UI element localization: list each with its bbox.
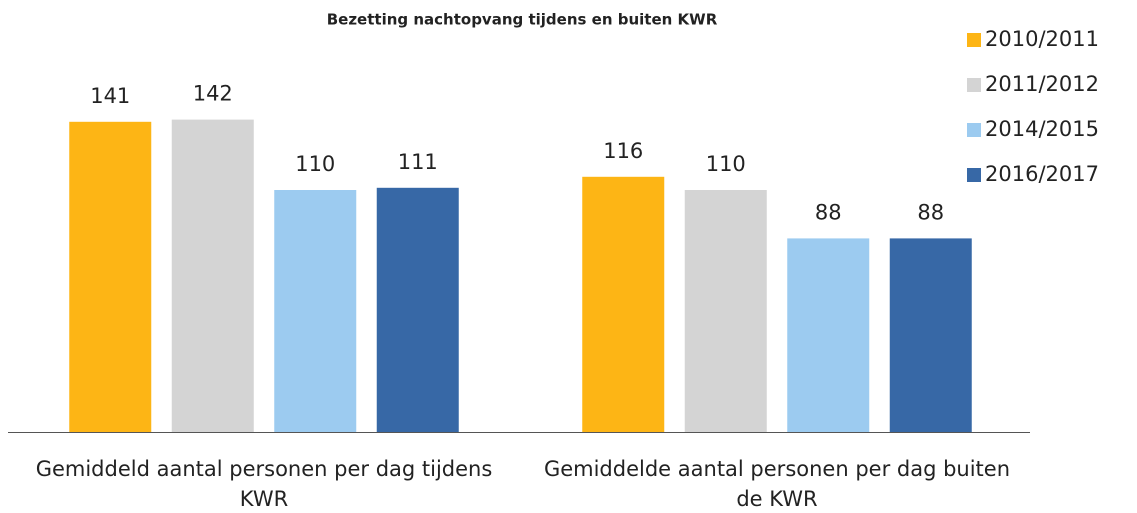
- legend-label: 2016/2017: [985, 162, 1099, 186]
- bar: [274, 190, 357, 432]
- bar: [787, 238, 870, 432]
- bar: [69, 121, 152, 433]
- legend-swatch: [967, 78, 981, 92]
- legend-swatch: [967, 168, 981, 182]
- legend-label: 2014/2015: [985, 117, 1099, 141]
- data-label: 116: [603, 139, 643, 163]
- data-label: 88: [815, 200, 842, 224]
- x-tick-label: Gemiddelde aantal personen per dag buite…: [543, 457, 1011, 511]
- data-label: 110: [706, 152, 746, 176]
- data-label: 88: [917, 200, 944, 224]
- bar: [171, 119, 254, 432]
- bar: [376, 187, 459, 432]
- x-tick-label: Gemiddeld aantal personen per dag tijden…: [35, 457, 493, 511]
- legend-label: 2010/2011: [985, 27, 1099, 51]
- legend-label: 2011/2012: [985, 72, 1099, 96]
- bar: [889, 238, 972, 432]
- data-label: 141: [90, 84, 130, 108]
- data-label: 110: [295, 152, 335, 176]
- bar: [582, 176, 665, 432]
- legend-swatch: [967, 123, 981, 137]
- legend-swatch: [967, 33, 981, 47]
- data-label: 142: [193, 82, 233, 106]
- bar: [684, 190, 767, 432]
- chart-title: Bezetting nachtopvang tijdens en buiten …: [327, 11, 718, 29]
- data-label: 111: [398, 150, 438, 174]
